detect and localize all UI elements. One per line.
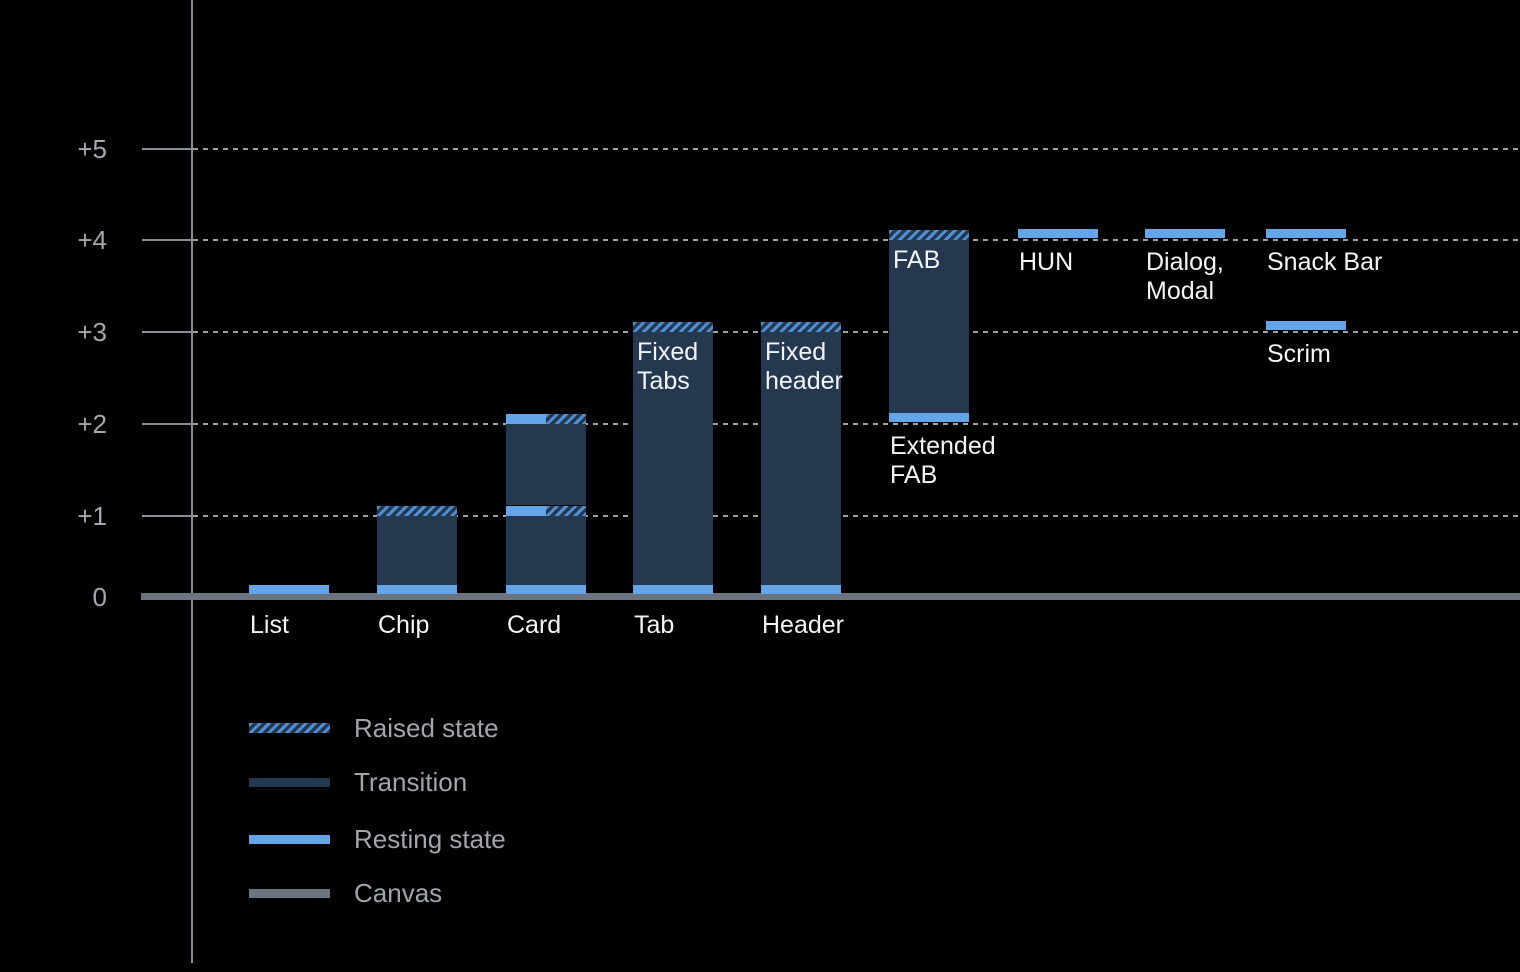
legend-label: Raised state <box>354 713 499 743</box>
y-tick-label: +1 <box>77 500 107 531</box>
bar-segment-raised <box>377 505 457 516</box>
bar-inner-label: Fixed header <box>765 338 843 396</box>
y-tick-label: +5 <box>77 133 107 164</box>
y-tick-label: 0 <box>92 582 107 612</box>
x-axis-label: Card <box>507 611 562 639</box>
bar-below-label: HUN <box>1019 248 1074 277</box>
bar-segment-resting <box>506 585 586 594</box>
x-axis-label: Chip <box>378 611 430 639</box>
gridline <box>193 331 1520 334</box>
bar-inner-label: FAB <box>893 246 941 275</box>
bar-below-label: Scrim <box>1267 340 1331 369</box>
bar-segment-transition <box>506 423 586 506</box>
legend-swatch-transition <box>249 777 330 787</box>
bar-segment-resting <box>249 585 329 594</box>
legend-swatch-resting <box>249 834 330 844</box>
y-axis-tick <box>142 147 193 150</box>
gridline <box>193 239 1520 242</box>
y-axis-tick <box>142 331 193 334</box>
bar-segment-resting <box>633 585 713 594</box>
bar-segment-raised <box>761 322 841 333</box>
bar-segment-raised-half <box>546 413 586 424</box>
bar-segment-raised-half <box>546 505 586 516</box>
bar-segment-resting <box>889 412 969 422</box>
gridline <box>193 147 1520 150</box>
bar-segment-raised <box>889 230 969 241</box>
x-axis-label: Tab <box>634 611 675 639</box>
bar-segment-transition <box>633 332 713 585</box>
bar-segment-resting <box>1018 229 1098 239</box>
gridline <box>193 422 1520 425</box>
x-axis-label: Header <box>762 611 844 639</box>
bar-below-label: Dialog, Modal <box>1146 248 1224 306</box>
bar-segment-raised <box>633 322 713 333</box>
bar-segment-transition <box>889 240 969 413</box>
legend-label: Canvas <box>354 878 443 908</box>
bar-segment-resting <box>1145 229 1225 239</box>
bar-segment-transition <box>761 332 841 585</box>
y-tick-label: +3 <box>77 317 107 348</box>
bar-segment-resting <box>1266 229 1346 239</box>
bar-segment-transition <box>506 515 586 585</box>
bar-segment-transition <box>377 515 457 585</box>
y-axis <box>191 0 193 963</box>
legend-swatch-raised <box>249 723 330 733</box>
y-axis-tick <box>142 514 193 517</box>
bar-inner-label: Fixed Tabs <box>637 338 699 396</box>
bar-segment-resting <box>1266 321 1346 331</box>
y-axis-tick <box>142 422 193 425</box>
y-tick-label: +2 <box>77 408 107 439</box>
bar-below-label: Extended FAB <box>890 431 996 489</box>
gridline <box>193 514 1520 517</box>
bar-segment-resting <box>377 585 457 594</box>
y-axis-tick <box>142 239 193 242</box>
bar-segment-resting-half <box>506 505 546 516</box>
bar-segment-resting-half <box>506 413 546 424</box>
y-tick-label: +4 <box>77 225 107 256</box>
legend-swatch-canvas <box>249 888 330 898</box>
bar-below-label: Snack Bar <box>1267 248 1383 277</box>
legend-label: Transition <box>354 767 468 797</box>
x-axis-label: List <box>250 611 289 639</box>
canvas-baseline <box>141 593 1520 600</box>
bar-segment-resting <box>761 585 841 594</box>
legend-label: Resting state <box>354 824 506 854</box>
